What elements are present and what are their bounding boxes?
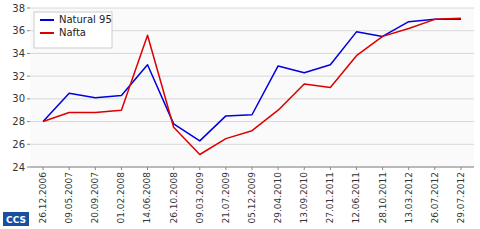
- y-tick: [27, 30, 30, 31]
- y-tick-label: 32: [12, 71, 25, 82]
- x-tick-label: 05.12.2009: [247, 172, 257, 224]
- x-tick-label: 13.03.2012: [404, 172, 414, 224]
- x-tick: [252, 167, 253, 170]
- x-axis: 26.12.2006 09.05.2007 20.09.2007 01.02.2008…: [38, 167, 466, 224]
- x-tick: [434, 167, 435, 170]
- x-tick-label: 29.07.2012: [456, 172, 466, 224]
- grid-line: [30, 98, 474, 99]
- x-tick-label: 20.09.2007: [90, 172, 100, 224]
- annotation: CCS: [3, 212, 29, 226]
- y-axis: 24 26 28 30 32 34 36 38: [12, 3, 474, 173]
- x-tick: [304, 167, 305, 170]
- x-tick-label: 14.06.2008: [142, 172, 152, 224]
- grid-line: [30, 53, 474, 54]
- x-tick: [408, 167, 409, 170]
- y-tick-label: 36: [12, 25, 25, 36]
- grid-line: [30, 144, 474, 145]
- x-tick: [382, 167, 383, 170]
- y-tick-label: 34: [12, 48, 25, 59]
- annotation-text: CCS: [6, 215, 26, 225]
- x-tick: [43, 167, 44, 170]
- y-tick: [27, 53, 30, 54]
- x-tick-label: 28.10.2011: [378, 172, 388, 224]
- x-tick: [330, 167, 331, 170]
- x-tick: [199, 167, 200, 170]
- x-tick: [356, 167, 357, 170]
- plot-area: [30, 8, 474, 167]
- x-tick-label: 26.10.2008: [169, 172, 179, 224]
- x-tick: [173, 167, 174, 170]
- y-tick: [27, 8, 30, 9]
- x-tick-label: 09.03.2009: [195, 172, 205, 224]
- y-tick-label: 30: [12, 93, 25, 104]
- y-tick-label: 24: [12, 162, 25, 173]
- x-tick: [278, 167, 279, 170]
- x-tick: [69, 167, 70, 170]
- y-tick: [27, 167, 30, 168]
- x-tick: [225, 167, 226, 170]
- legend-box: [34, 12, 112, 48]
- legend-swatch: [40, 32, 54, 34]
- y-tick: [27, 98, 30, 99]
- chart: 24 26 28 30 32 34 36 38 26.12.2006 09.05.2007 20.0…: [0, 0, 480, 229]
- y-tick-label: 28: [12, 116, 25, 127]
- y-tick: [27, 121, 30, 122]
- grid-line: [30, 8, 474, 9]
- y-tick-label: 26: [12, 139, 25, 150]
- x-tick: [95, 167, 96, 170]
- x-tick-label: 26.12.2006: [38, 172, 48, 224]
- legend: Natural 95 Nafta: [34, 12, 112, 48]
- y-tick: [27, 76, 30, 77]
- grid-line: [30, 121, 474, 122]
- x-tick: [121, 167, 122, 170]
- x-tick-label: 21.07.2009: [221, 172, 231, 224]
- x-tick-label: 01.02.2008: [116, 172, 126, 224]
- x-tick: [147, 167, 148, 170]
- x-tick-label: 26.07.2012: [430, 172, 440, 224]
- x-tick: [460, 167, 461, 170]
- y-tick: [27, 144, 30, 145]
- x-tick-label: 27.01.2011: [325, 172, 335, 224]
- legend-label: Nafta: [59, 27, 86, 38]
- x-tick-label: 29.04.2010: [273, 172, 283, 224]
- legend-label: Natural 95: [59, 14, 112, 25]
- grid-line: [30, 76, 474, 77]
- legend-swatch: [40, 19, 54, 21]
- annotation-box: [3, 212, 29, 226]
- y-tick-label: 38: [12, 3, 25, 14]
- x-tick-label: 12.06.2011: [351, 172, 361, 224]
- x-tick-label: 13.09.2010: [299, 172, 309, 224]
- x-tick-label: 09.05.2007: [64, 172, 74, 224]
